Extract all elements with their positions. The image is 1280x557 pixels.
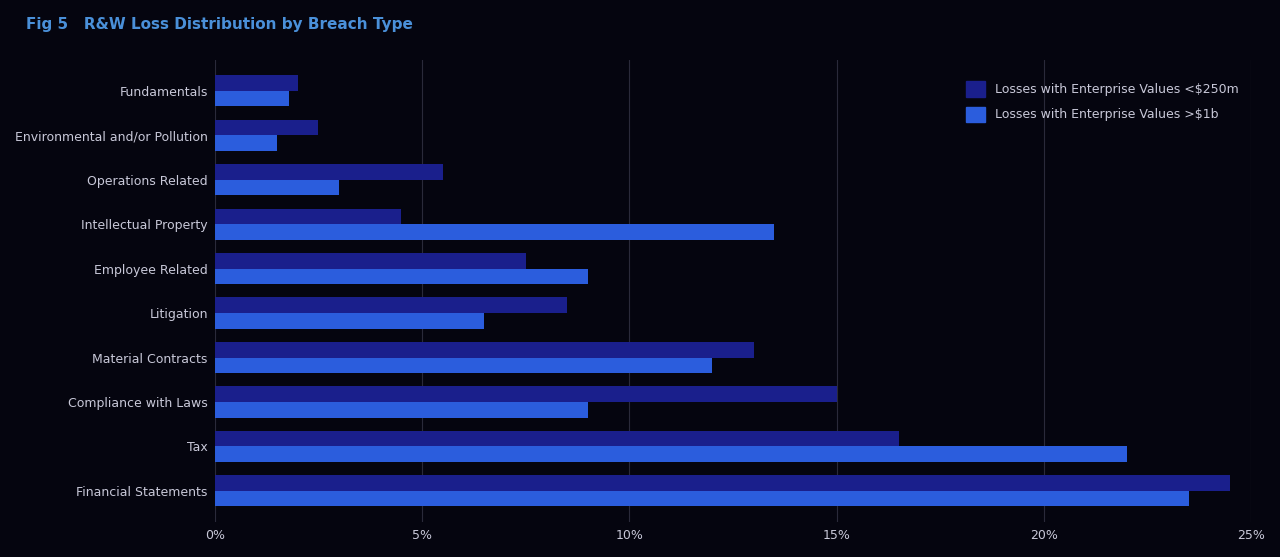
Bar [215, 120, 319, 135]
Bar [215, 402, 588, 418]
Bar [215, 75, 298, 91]
Legend: Losses with Enterprise Values <$250m, Losses with Enterprise Values >$1b: Losses with Enterprise Values <$250m, Lo… [960, 75, 1245, 128]
Bar [215, 224, 774, 240]
Bar [215, 491, 1189, 506]
Bar [215, 297, 567, 313]
Bar [215, 313, 484, 329]
Bar [215, 164, 443, 179]
Bar [215, 135, 276, 151]
Bar [215, 447, 1126, 462]
Bar [215, 208, 402, 224]
Bar [215, 387, 837, 402]
Text: Fig 5   R&W Loss Distribution by Breach Type: Fig 5 R&W Loss Distribution by Breach Ty… [26, 17, 412, 32]
Bar [215, 253, 526, 268]
Bar [215, 358, 712, 373]
Bar [215, 342, 754, 358]
Bar [215, 179, 339, 195]
Bar [215, 475, 1230, 491]
Bar [215, 431, 899, 447]
Bar [215, 91, 289, 106]
Bar [215, 268, 588, 284]
